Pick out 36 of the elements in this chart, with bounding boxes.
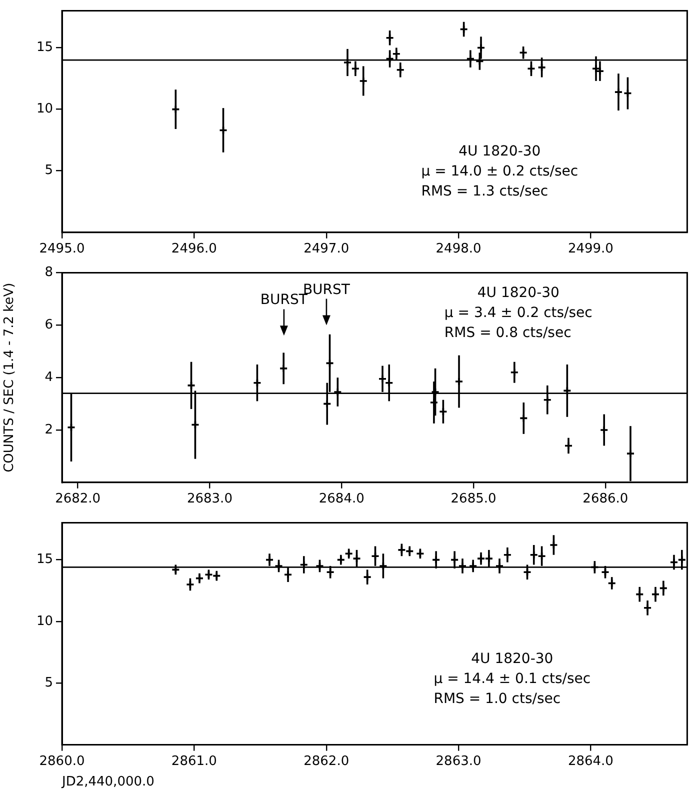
y-tick-label: 2 — [44, 422, 53, 438]
x-tick-label: 2685.0 — [450, 492, 496, 507]
y-tick-label: 4 — [44, 370, 53, 385]
annotation: RMS = 1.0 cts/sec — [434, 691, 561, 708]
annotation: μ = 14.0 ± 0.2 cts/sec — [421, 163, 578, 180]
x-tick-label: 2495.0 — [39, 242, 85, 257]
x-tick-label: 2862.0 — [304, 754, 350, 769]
y-tick-label: 10 — [36, 614, 53, 629]
x-tick-label: 2498.0 — [436, 242, 482, 257]
x-tick-label: 2499.0 — [568, 242, 614, 257]
x-tick-label: 2682.0 — [55, 492, 101, 507]
annotation: 4U 1820-30 — [458, 143, 541, 160]
y-tick-label: 5 — [44, 163, 53, 178]
y-tick-label: 10 — [36, 102, 53, 117]
x-tick-label: 2864.0 — [568, 754, 614, 769]
x-tick-label: 2686.0 — [582, 492, 628, 507]
x-tick-label: 2496.0 — [171, 242, 217, 257]
annotation: 4U 1820-30 — [477, 285, 560, 302]
annotation: μ = 3.4 ± 0.2 cts/sec — [444, 305, 592, 322]
x-tick-label: 2497.0 — [304, 242, 350, 257]
annotation: 4U 1820-30 — [471, 651, 554, 668]
y-axis-title: COUNTS / SEC (1.4 - 7.2 keV) — [2, 282, 18, 472]
y-tick-label: 5 — [44, 676, 53, 691]
annotation: μ = 14.4 ± 0.1 cts/sec — [434, 671, 591, 688]
annotation: RMS = 0.8 cts/sec — [444, 325, 572, 342]
y-tick-label: 15 — [36, 40, 53, 56]
x-tick-label: 2860.0 — [39, 754, 85, 769]
x-tick-label: 2863.0 — [436, 754, 482, 769]
annotation: RMS = 1.3 cts/sec — [421, 183, 548, 200]
x-axis-title: JD2,440,000.0 — [61, 774, 154, 790]
y-tick-label: 6 — [44, 318, 53, 333]
x-tick-label: 2684.0 — [318, 492, 364, 507]
y-tick-label: 8 — [44, 265, 53, 280]
x-tick-label: 2861.0 — [171, 754, 217, 769]
x-tick-label: 2683.0 — [186, 492, 232, 507]
y-tick-label: 15 — [36, 552, 53, 568]
